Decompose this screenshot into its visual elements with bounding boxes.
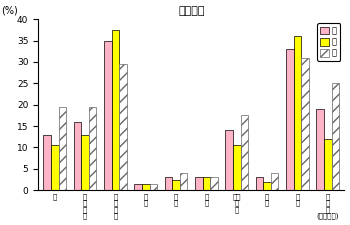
Bar [294, 36, 301, 190]
Bar [256, 177, 263, 190]
Bar [210, 177, 218, 190]
Title: 修士課程: 修士課程 [178, 6, 204, 16]
Bar [134, 184, 142, 190]
Text: (%): (%) [1, 6, 18, 16]
Bar [89, 107, 97, 190]
Bar [324, 139, 331, 190]
Bar [286, 49, 294, 190]
Bar [165, 177, 172, 190]
Bar [225, 130, 233, 190]
Bar [195, 177, 203, 190]
Bar [112, 30, 119, 190]
Bar [81, 135, 89, 190]
Bar [104, 40, 112, 190]
Bar [203, 177, 210, 190]
Bar [271, 173, 279, 190]
Bar [301, 58, 309, 190]
Bar [172, 180, 180, 190]
Bar [43, 135, 51, 190]
Bar [58, 107, 66, 190]
Bar [240, 115, 248, 190]
Legend: 計, 男, 女: 計, 男, 女 [317, 23, 340, 61]
Bar [331, 83, 339, 190]
Bar [233, 145, 240, 190]
Bar [149, 184, 157, 190]
Bar [119, 64, 127, 190]
Bar [142, 184, 149, 190]
Bar [180, 173, 188, 190]
Bar [263, 182, 271, 190]
Bar [74, 122, 81, 190]
Bar [51, 145, 58, 190]
Bar [316, 109, 324, 190]
